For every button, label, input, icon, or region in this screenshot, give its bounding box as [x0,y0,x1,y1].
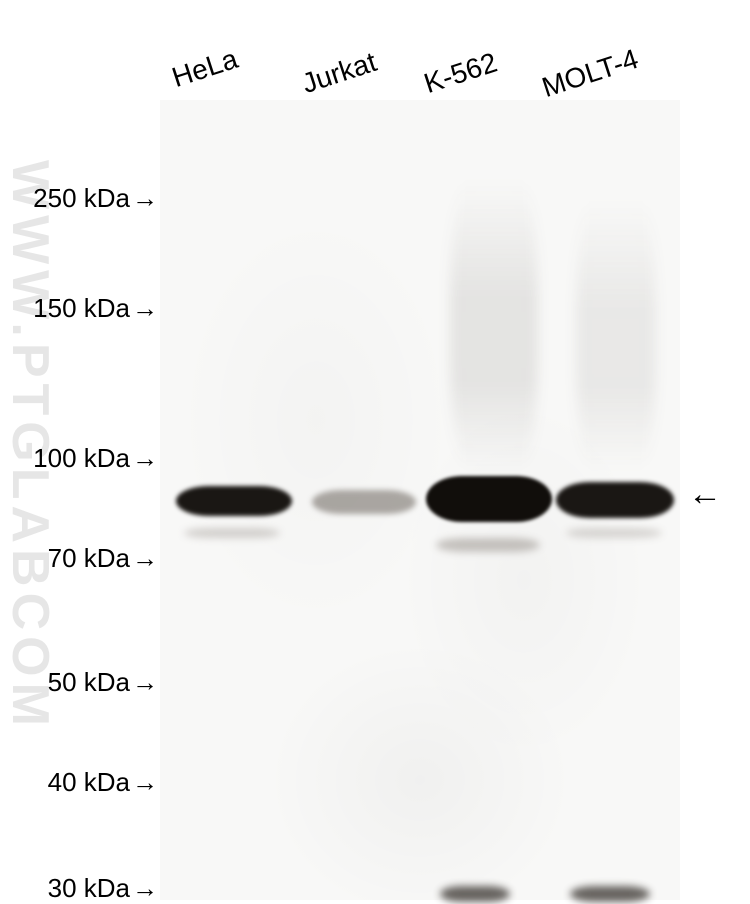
secondary-band [436,538,540,552]
mw-marker-label: 30 kDa→ [48,873,158,904]
bottom-smudge [570,886,650,902]
main-band [176,486,292,516]
mw-marker-label: 250 kDa→ [33,183,158,214]
target-band-arrow: ← [688,475,722,514]
mw-marker-label: 50 kDa→ [48,667,158,698]
mw-marker-label: 70 kDa→ [48,543,158,574]
secondary-band [184,528,280,538]
mw-marker-label: 100 kDa→ [33,443,158,474]
main-band [312,490,416,514]
lane-smear [576,200,656,470]
lane-label: Jurkat [298,46,380,100]
main-band [556,482,674,518]
main-band [426,476,552,522]
mw-marker-label: 150 kDa→ [33,293,158,324]
lane-label: K-562 [420,46,501,100]
lane-label: MOLT-4 [538,43,642,104]
lane-label: HeLa [168,43,242,94]
mw-marker-label: 40 kDa→ [48,767,158,798]
secondary-band [566,528,662,538]
lane-smear [450,180,538,470]
bottom-smudge [440,886,510,902]
